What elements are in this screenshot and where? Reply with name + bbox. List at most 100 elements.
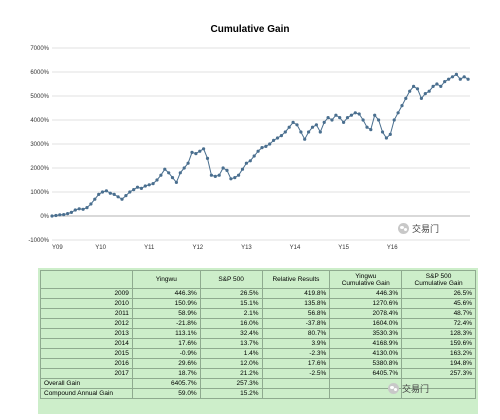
data-point: [155, 178, 159, 182]
data-point: [139, 186, 143, 190]
data-point: [186, 161, 190, 165]
data-point: [89, 202, 93, 206]
data-point: [198, 149, 202, 153]
data-point: [244, 161, 248, 165]
cell-year: 2010: [40, 298, 133, 309]
cell-yingwu-cum: 4168.9%: [329, 338, 403, 349]
data-point: [415, 87, 420, 91]
cumulative-gain-chart: Cumulative Gain 7000% 6000% 5000% 4000% 3000…: [8, 8, 492, 264]
table-row: 2009 446.3% 26.5% 419.8% 446.3% 26.5%: [40, 288, 476, 299]
compound-empty: [401, 388, 476, 399]
x-tick-label: Y12: [192, 245, 203, 251]
data-point: [408, 89, 412, 93]
x-tick-label: Y10: [95, 245, 106, 251]
cell-sp500-cum: 163.2%: [401, 348, 476, 359]
cell-yingwu: 17.6%: [131, 338, 201, 349]
y-tick-label: 5000%: [30, 94, 49, 100]
x-tick-label: Y14: [290, 245, 301, 251]
cell-yingwu-cum: 446.3%: [329, 288, 403, 299]
data-point: [116, 195, 120, 199]
watermark: 交易门: [388, 382, 429, 395]
data-point: [217, 173, 221, 177]
data-point: [466, 77, 470, 81]
data-point: [462, 75, 466, 79]
data-point: [377, 118, 381, 122]
table-row: 2010 150.9% 15.1% 135.8% 1270.6% 45.6%: [40, 298, 476, 309]
chart-svg: Cumulative Gain 7000% 6000% 5000% 4000% 3000…: [28, 24, 470, 251]
cell-relative: 419.8%: [261, 288, 331, 299]
data-point: [380, 130, 385, 134]
data-point: [314, 123, 318, 127]
cell-relative: 135.8%: [261, 298, 331, 309]
data-point: [260, 146, 264, 150]
data-point: [427, 89, 431, 93]
data-point: [205, 156, 210, 160]
data-point: [349, 113, 353, 117]
cell-sp500-cum: 194.8%: [401, 358, 476, 369]
compound-yingwu: 59.0%: [131, 388, 201, 399]
data-point: [100, 190, 105, 194]
cell-sp500: 26.5%: [199, 288, 263, 299]
y-tick-label: 2000%: [30, 166, 49, 172]
data-point: [369, 128, 373, 132]
cell-year: 2009: [40, 288, 133, 299]
y-tick-label: 4000%: [30, 118, 49, 124]
data-point: [318, 130, 322, 134]
data-point: [345, 116, 350, 120]
data-point: [132, 188, 136, 192]
cell-relative: -2.3%: [261, 348, 331, 359]
x-tick-label: Y15: [338, 245, 349, 251]
cell-sp500: 15.1%: [199, 298, 263, 309]
data-point: [174, 180, 178, 184]
y-tick-label: -1000%: [28, 238, 49, 244]
y-tick-label: 6000%: [30, 70, 49, 76]
data-point: [330, 118, 334, 122]
header-yingwu: Yingwu: [131, 270, 201, 289]
cell-year: 2013: [40, 328, 133, 339]
overall-yingwu: 6405.7%: [131, 378, 201, 389]
data-point: [143, 184, 147, 188]
y-tick-label: 0%: [40, 214, 49, 220]
cell-year: 2014: [40, 338, 133, 349]
cell-sp500-cum: 26.5%: [401, 288, 476, 299]
x-tick-label: Y16: [387, 245, 398, 251]
cell-yingwu: 113.1%: [131, 328, 201, 339]
table-header-row: Yingwu S&P 500 Relative Results Yingwu C…: [40, 270, 476, 289]
data-point: [202, 147, 206, 151]
data-point: [229, 177, 233, 181]
data-point: [299, 130, 303, 134]
data-point: [178, 171, 182, 175]
compound-sp500: 15.2%: [199, 388, 263, 399]
data-point: [97, 192, 101, 196]
header-blank: [40, 270, 133, 289]
cell-relative: 56.8%: [261, 308, 331, 319]
table-row: 2011 58.9% 2.1% 56.8% 2078.4% 48.7%: [40, 308, 476, 319]
data-point: [423, 92, 427, 96]
cell-yingwu-cum: 4130.0%: [329, 348, 403, 359]
data-point: [147, 183, 151, 187]
table-row: 2016 29.6% 12.0% 17.6% 5380.8% 194.8%: [40, 358, 476, 369]
cell-yingwu: -0.9%: [131, 348, 201, 359]
x-tick-label: Y11: [144, 245, 155, 251]
cell-yingwu: 58.9%: [131, 308, 201, 319]
data-point: [295, 123, 299, 127]
data-point: [252, 154, 256, 158]
data-point: [388, 132, 392, 136]
y-tick-label: 1000%: [30, 190, 49, 196]
data-point: [419, 96, 423, 100]
data-point: [287, 125, 291, 129]
cell-sp500: 21.2%: [199, 368, 263, 379]
data-point: [163, 167, 167, 171]
cell-sp500-cum: 159.6%: [401, 338, 476, 349]
cell-yingwu: 18.7%: [131, 368, 201, 379]
data-point: [151, 182, 155, 186]
overall-label: Overall Gain: [40, 378, 133, 389]
data-point: [322, 120, 326, 124]
data-point: [194, 152, 198, 156]
cell-year: 2011: [40, 308, 133, 319]
cell-year: 2017: [40, 368, 133, 379]
data-point: [167, 171, 171, 175]
data-point: [373, 113, 377, 117]
data-point: [458, 77, 462, 81]
cell-relative: -2.5%: [261, 368, 331, 379]
